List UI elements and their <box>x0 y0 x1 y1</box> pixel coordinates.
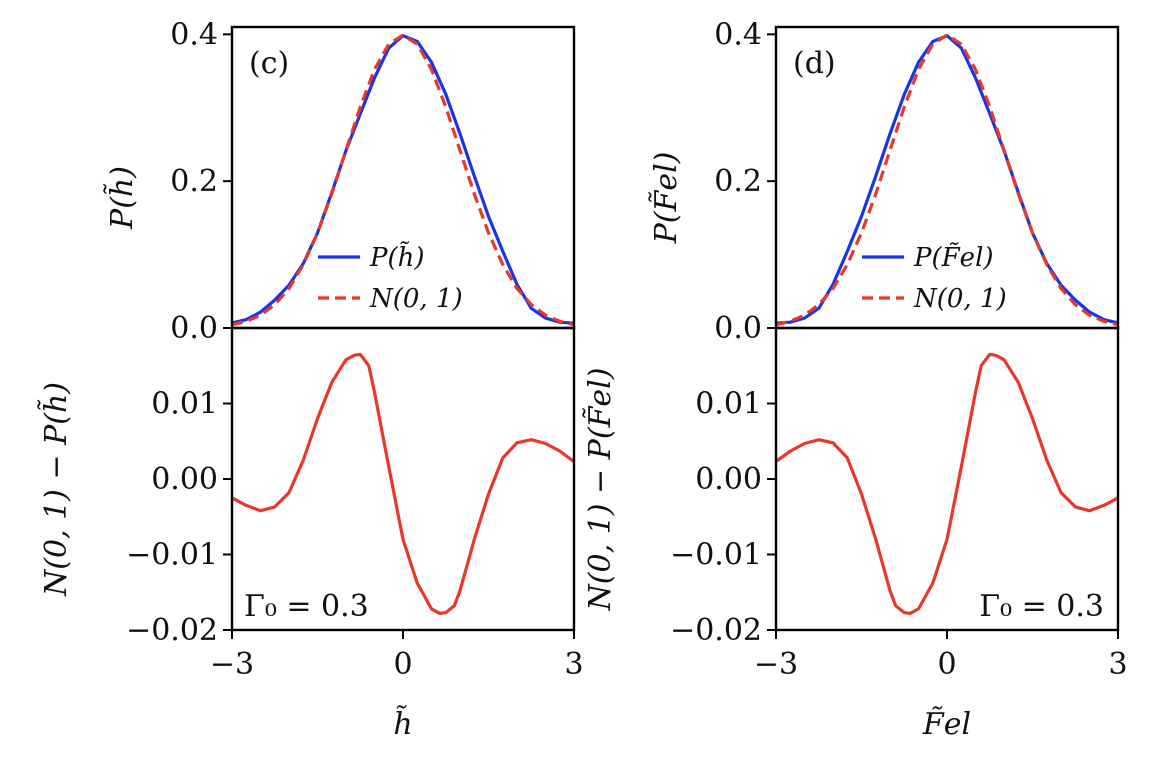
x-axis-label: F̃el <box>922 707 971 742</box>
bottom-axes-frame <box>230 326 576 632</box>
y-tick-label: 0.2 <box>170 164 218 199</box>
panel-d: 0.00.20.4(d)P(F̃el)P(F̃el)N(0, 1)−0.02−0… <box>583 17 1128 742</box>
panel-label: (d) <box>793 46 836 81</box>
panel-label: (c) <box>249 46 289 81</box>
difference-line <box>775 352 1119 616</box>
y-tick-label: 0.4 <box>170 17 218 52</box>
series-line-normal <box>231 33 575 327</box>
legend: P(F̃el) N(0, 1) <box>862 242 1007 314</box>
x-tick-label: 3 <box>1108 647 1127 682</box>
y-axis-label: P(h̃) <box>103 166 140 230</box>
bottom-axes-frame <box>774 326 1120 632</box>
y-tick-label: 0.0 <box>714 311 762 346</box>
legend-entry: P(h̃) <box>369 241 425 273</box>
x-tick-label: 0 <box>393 647 412 682</box>
y-axis-label: N(0, 1) − P(h̃) <box>37 382 74 597</box>
x-tick-label: 3 <box>564 647 583 682</box>
y-tick-label: 0.00 <box>695 462 762 497</box>
y-tick-label: 0.00 <box>151 462 218 497</box>
x-tick-label: −3 <box>754 647 798 682</box>
y-axis-label: P(F̃el) <box>649 152 684 245</box>
x-tick-label: −3 <box>210 647 254 682</box>
series-line-normal <box>775 33 1119 327</box>
legend-entry: N(0, 1) <box>913 284 1007 314</box>
y-tick-label: 0.4 <box>714 17 762 52</box>
y-tick-label: 0.01 <box>151 387 218 422</box>
x-tick-label: 0 <box>937 647 956 682</box>
legend-entry: N(0, 1) <box>369 284 463 314</box>
legend-entry: P(F̃el) <box>913 242 994 273</box>
y-tick-label: 0.01 <box>695 387 762 422</box>
bottom-axes: −0.02 −0.01 0.00 0.01 Γ₀ = 0.3 N(0, 1) − P(F̃… <box>583 326 1128 742</box>
panel-c: 0.0 0.2 0.4 (c) P(h̃) P(h̃) N(0, 1) −0.02 −0.01 0… <box>37 17 583 742</box>
y-tick-label: −0.01 <box>126 538 218 573</box>
gamma-annotation: Γ₀ = 0.3 <box>979 589 1104 624</box>
y-tick-label: 0.0 <box>170 311 218 346</box>
legend: P(h̃) N(0, 1) <box>318 241 463 314</box>
bottom-axes: −0.02 −0.01 0.00 0.01 Γ₀ = 0.3 N(0, 1) − P(h̃… <box>37 326 584 742</box>
y-axis-label: N(0, 1) − P(F̃el) <box>583 368 618 612</box>
y-tick-label: −0.02 <box>126 613 218 648</box>
difference-line <box>231 352 575 616</box>
gamma-annotation: Γ₀ = 0.3 <box>244 589 369 624</box>
y-tick-label: −0.01 <box>670 538 762 573</box>
top-axes: 0.0 0.2 0.4 (d) P(F̃el) P(F̃el) N(0, 1) <box>649 17 1120 346</box>
y-tick-label: −0.02 <box>670 613 762 648</box>
y-tick-label: 0.2 <box>714 164 762 199</box>
top-axes: 0.0 0.2 0.4 (c) P(h̃) P(h̃) N(0, 1) <box>103 17 576 346</box>
x-axis-label: h̃ <box>393 705 412 742</box>
